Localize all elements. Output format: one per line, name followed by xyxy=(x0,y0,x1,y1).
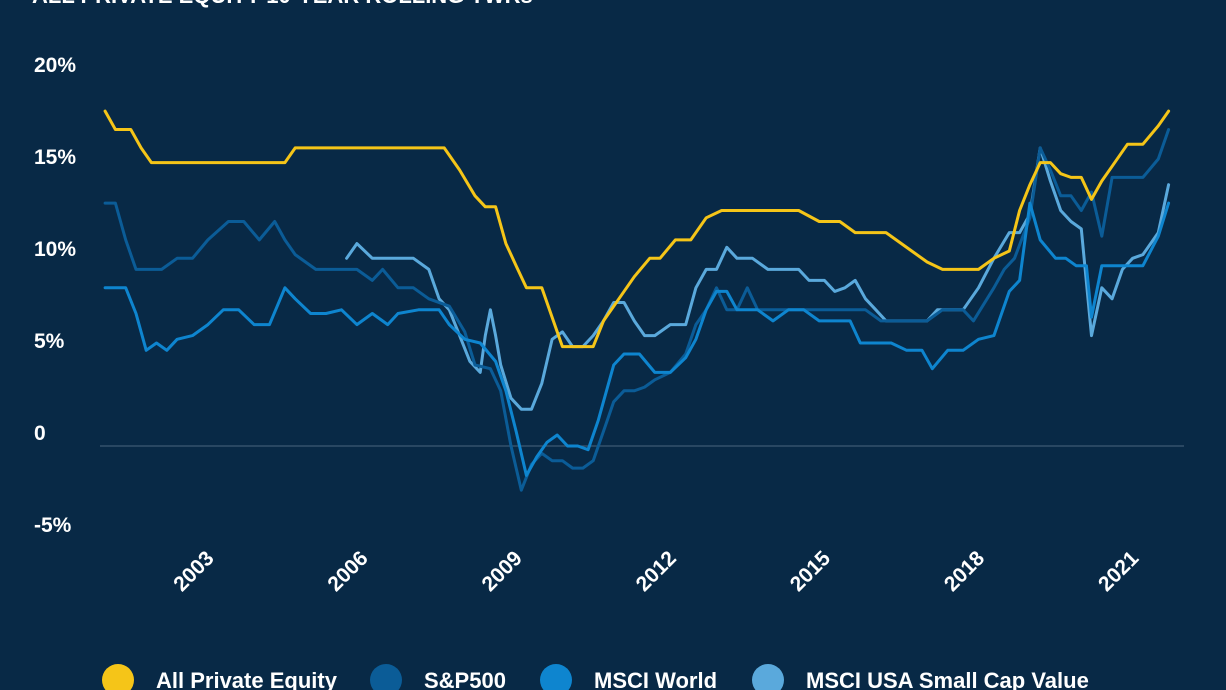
legend-label: MSCI World xyxy=(594,668,717,690)
x-tick-label: 2003 xyxy=(169,547,218,596)
y-axis-ticks: 20% 15% 10% 5% 0 -5% xyxy=(34,54,76,537)
series-line-1 xyxy=(103,128,1171,492)
x-tick-label: 2015 xyxy=(786,547,836,597)
legend: All Private Equity S&P500 MSCI World MSCI U… xyxy=(102,664,1089,690)
x-axis-ticks: 2003 2006 2009 2012 2015 2018 2021 xyxy=(169,547,1143,597)
y-tick-label: 0 xyxy=(34,422,46,445)
y-tick-label: 20% xyxy=(34,54,76,77)
legend-label: All Private Equity xyxy=(156,668,338,690)
legend-label: MSCI USA Small Cap Value xyxy=(806,668,1089,690)
legend-marker xyxy=(752,664,784,690)
y-tick-label: 15% xyxy=(34,146,76,169)
x-tick-label: 2009 xyxy=(477,547,526,596)
x-tick-label: 2012 xyxy=(632,547,681,596)
legend-label: S&P500 xyxy=(424,668,506,690)
legend-marker xyxy=(370,664,402,690)
chart-title: ALL PRIVATE EQUITY 10-YEAR ROLLING TWRs xyxy=(32,0,533,8)
legend-marker xyxy=(102,664,134,690)
y-tick-label: 10% xyxy=(34,238,76,261)
y-tick-label: -5% xyxy=(34,514,72,537)
series-line-0 xyxy=(103,109,1171,349)
series-line-2 xyxy=(103,201,1171,477)
x-tick-label: 2006 xyxy=(323,547,372,596)
series-lines xyxy=(103,109,1171,492)
x-tick-label: 2021 xyxy=(1094,547,1144,597)
y-tick-label: 5% xyxy=(34,330,65,353)
x-tick-label: 2018 xyxy=(940,547,990,597)
legend-marker xyxy=(540,664,572,690)
